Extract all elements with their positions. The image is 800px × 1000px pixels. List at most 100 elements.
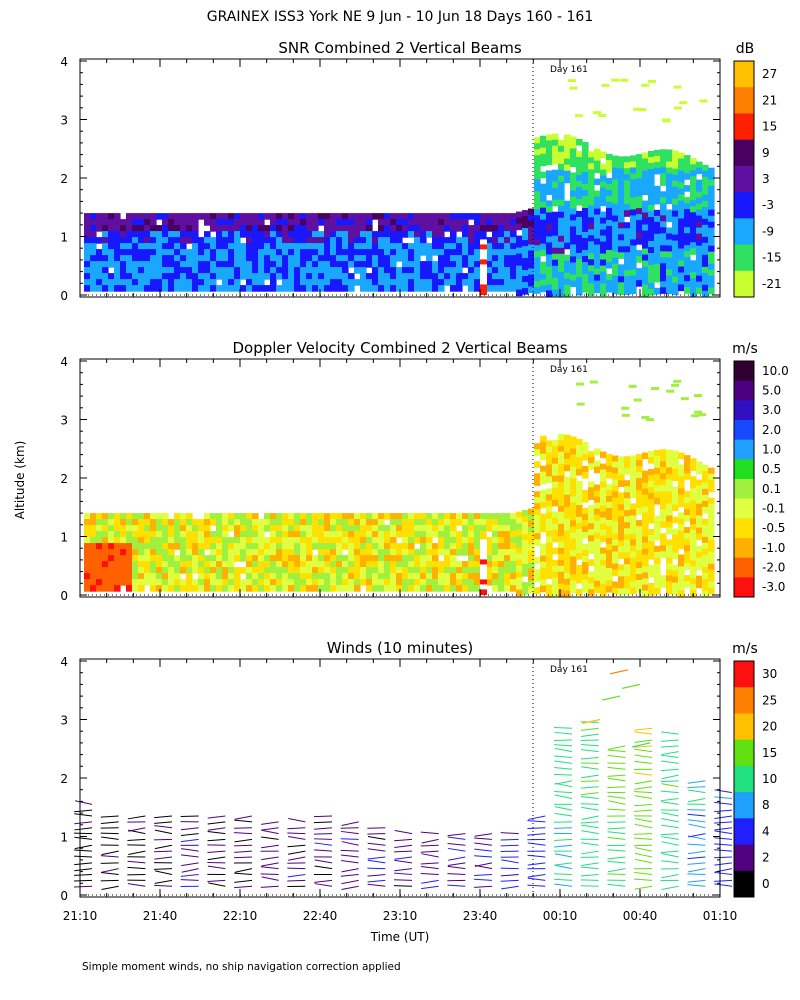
heat-cell — [630, 275, 637, 283]
heat-cell — [330, 525, 337, 532]
heat-cell — [540, 579, 547, 587]
heat-cell — [234, 549, 241, 556]
heat-cell — [96, 531, 103, 538]
heat-cell — [540, 435, 547, 443]
heat-cell — [672, 222, 679, 230]
heat-cell — [84, 225, 91, 232]
heat-cell — [708, 203, 715, 211]
heat-cell — [534, 251, 541, 258]
heat-cell — [570, 538, 577, 546]
heat-cell — [582, 207, 589, 215]
heat-cell — [132, 273, 139, 280]
heat-cell — [582, 243, 589, 251]
heat-cell — [666, 179, 673, 187]
heat-cell — [102, 267, 109, 274]
heat-cell — [702, 494, 709, 502]
heat-cell — [576, 282, 583, 290]
heat-cell — [276, 513, 283, 520]
heat-cell — [156, 561, 163, 568]
heat-cell — [444, 543, 451, 550]
heat-cell — [642, 560, 649, 568]
wind-barb — [607, 849, 626, 852]
heat-cell — [156, 243, 163, 250]
heat-cell — [174, 285, 181, 292]
heat-cell — [552, 565, 559, 573]
wind-barb — [580, 866, 599, 870]
colorbar-swatch — [734, 459, 754, 480]
heat-cell — [522, 246, 529, 253]
heat-cell — [558, 493, 565, 501]
heat-cell — [534, 137, 541, 144]
wind-barb — [554, 862, 573, 866]
heat-cell — [540, 261, 547, 269]
heat-cell — [420, 567, 427, 574]
wind-barb — [661, 824, 679, 829]
heat-cell — [552, 187, 559, 195]
heat-cell — [702, 578, 709, 586]
wind-barb — [341, 879, 359, 885]
heat-cell — [246, 555, 253, 562]
heat-cell — [690, 224, 697, 231]
heat-cell — [594, 190, 601, 198]
heat-cell — [96, 267, 103, 274]
heat-cell — [438, 219, 445, 226]
heat-cell — [696, 485, 703, 493]
heat-cell — [462, 573, 469, 580]
heat-cell — [354, 279, 361, 286]
heat-cell — [498, 213, 505, 220]
heat-cell — [618, 174, 625, 181]
heat-cell — [372, 555, 379, 562]
heat-cell — [228, 285, 235, 292]
heat-cell — [534, 221, 541, 228]
heat-cell — [642, 542, 649, 550]
heat-cell — [216, 537, 223, 544]
heat-cell — [192, 519, 199, 526]
wind-barb — [287, 879, 306, 882]
heat-cell — [486, 219, 493, 226]
heat-cell — [372, 273, 379, 280]
heat-cell — [660, 575, 667, 582]
snr-units: dB — [736, 41, 755, 57]
heat-cell — [408, 555, 415, 562]
heat-cell — [96, 237, 103, 244]
heat-cell — [90, 213, 97, 220]
heat-cell — [186, 231, 193, 238]
heat-cell — [678, 206, 685, 214]
heat-cell — [324, 555, 331, 562]
heat-cell — [564, 584, 571, 592]
heat-cell — [306, 231, 313, 238]
heat-cell — [330, 543, 337, 550]
heat-cell — [318, 285, 325, 292]
heat-cell — [306, 279, 313, 286]
heat-cell — [84, 585, 91, 592]
colorbar-swatch — [734, 765, 754, 793]
heat-cell — [564, 242, 571, 250]
heat-cell — [402, 249, 409, 256]
heat-cell — [510, 225, 517, 232]
heat-cell — [306, 513, 313, 520]
wind-barb — [661, 841, 679, 846]
heat-cell — [384, 579, 391, 586]
heat-cell — [474, 285, 481, 292]
heat-cell — [570, 442, 577, 450]
colorbar-swatch — [734, 439, 754, 460]
heat-cell — [150, 525, 157, 532]
heat-cell — [270, 549, 277, 556]
heat-cell — [306, 255, 313, 262]
wind-barb — [688, 797, 706, 803]
heat-cell — [396, 285, 403, 292]
heat-cell — [402, 561, 409, 568]
heat-cell — [696, 491, 703, 499]
heat-cell — [228, 219, 235, 226]
wind-barb — [314, 849, 333, 852]
heat-cell — [504, 531, 511, 538]
heat-cell — [696, 551, 703, 559]
heat-cell — [570, 454, 577, 462]
wind-barb — [367, 833, 386, 835]
heat-cell — [588, 241, 595, 248]
heat-cell — [204, 573, 211, 580]
wind-barb — [314, 838, 333, 840]
heat-cell — [252, 573, 259, 580]
heat-cell — [408, 219, 415, 226]
